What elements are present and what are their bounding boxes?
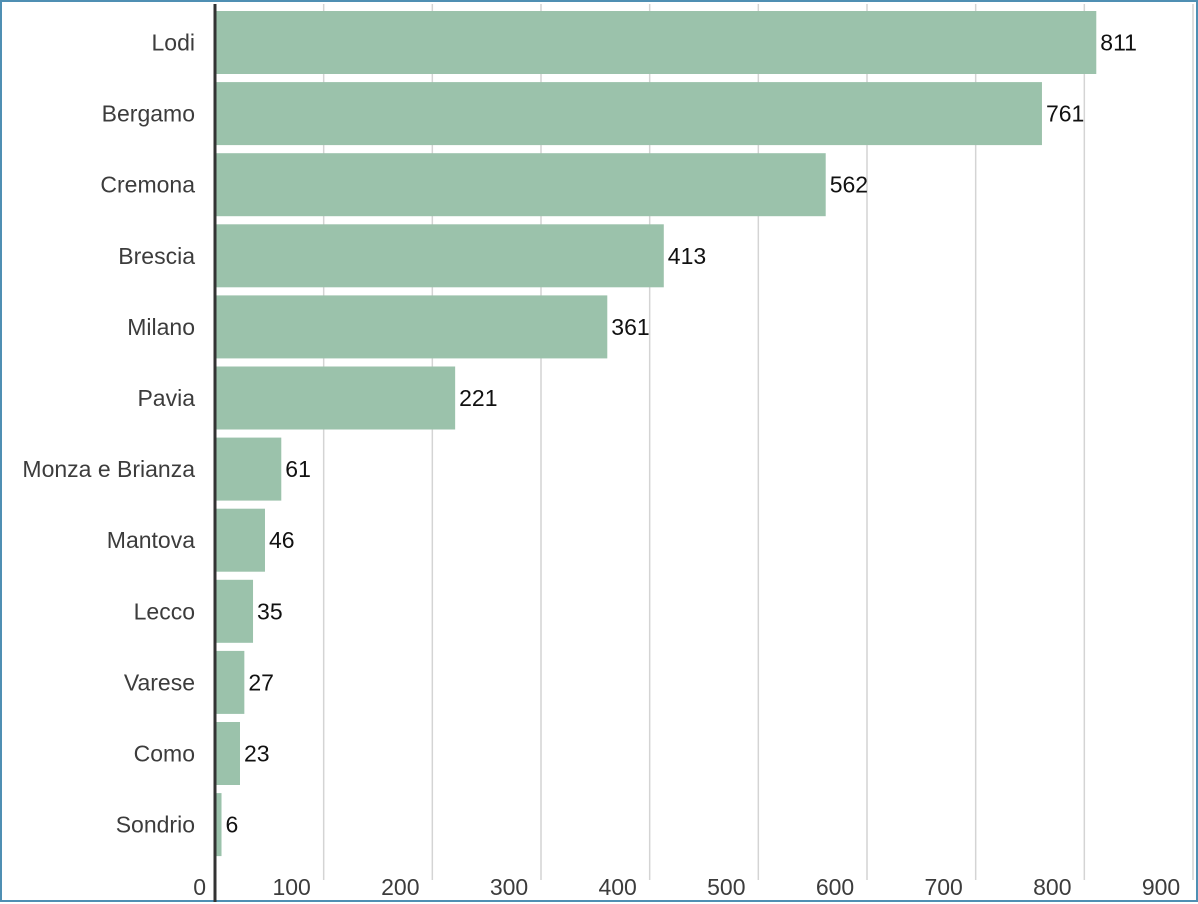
bar: [215, 793, 222, 857]
data-label: 562: [830, 172, 868, 198]
category-label: Cremona: [100, 172, 195, 198]
bar: [215, 722, 240, 785]
bars-group: [215, 11, 1097, 857]
data-label: 35: [257, 598, 283, 624]
category-labels: Lodi Bergamo Cremona Brescia Milano Pavia Monz…: [22, 30, 195, 838]
category-label: Brescia: [118, 243, 195, 269]
data-label: 61: [285, 456, 311, 482]
data-label: 413: [668, 243, 706, 269]
category-label: Lodi: [152, 30, 195, 56]
bar: [215, 508, 265, 572]
data-label: 46: [269, 527, 295, 553]
value-labels: 811 761 562 413 361 221 61 46 35 27 23 6: [226, 30, 1137, 838]
data-label: 811: [1100, 30, 1137, 56]
x-tick-label: 100: [272, 874, 310, 900]
data-label: 761: [1046, 101, 1084, 127]
x-tick-label: 300: [490, 874, 528, 900]
category-label: Sondrio: [116, 812, 195, 838]
category-label: Mantova: [107, 527, 195, 553]
x-tick-label: 0: [193, 874, 206, 900]
bar: [215, 650, 245, 714]
gridlines: [322, 4, 1194, 880]
category-label: Pavia: [137, 385, 195, 411]
x-tick-label: 500: [707, 874, 745, 900]
x-tick-label: 400: [598, 874, 636, 900]
category-label: Milano: [127, 314, 195, 340]
category-label: Como: [134, 741, 195, 767]
x-tick-label: 700: [924, 874, 962, 900]
bar: [215, 153, 826, 217]
category-label: Varese: [124, 669, 195, 695]
category-label: Monza e Brianza: [22, 456, 195, 482]
bar: [215, 11, 1097, 74]
x-tick-label: 200: [381, 874, 419, 900]
data-label: 361: [611, 314, 649, 340]
bar: [215, 295, 608, 359]
bar: [215, 82, 1042, 146]
x-tick-label: 600: [816, 874, 854, 900]
bar: [215, 437, 282, 501]
x-tick-label: 800: [1033, 874, 1071, 900]
category-label: Bergamo: [102, 101, 195, 127]
bar: [215, 224, 664, 288]
x-tick-label: 900: [1142, 874, 1180, 900]
data-label: 6: [226, 812, 239, 838]
data-label: 23: [244, 741, 270, 767]
category-label: Lecco: [134, 598, 195, 624]
bar: [215, 366, 456, 430]
data-label: 221: [459, 385, 497, 411]
x-tick-labels: 0 100 200 300 400 500 600 700 800 900: [193, 874, 1180, 900]
data-label: 27: [248, 669, 274, 695]
bar: [215, 579, 254, 643]
